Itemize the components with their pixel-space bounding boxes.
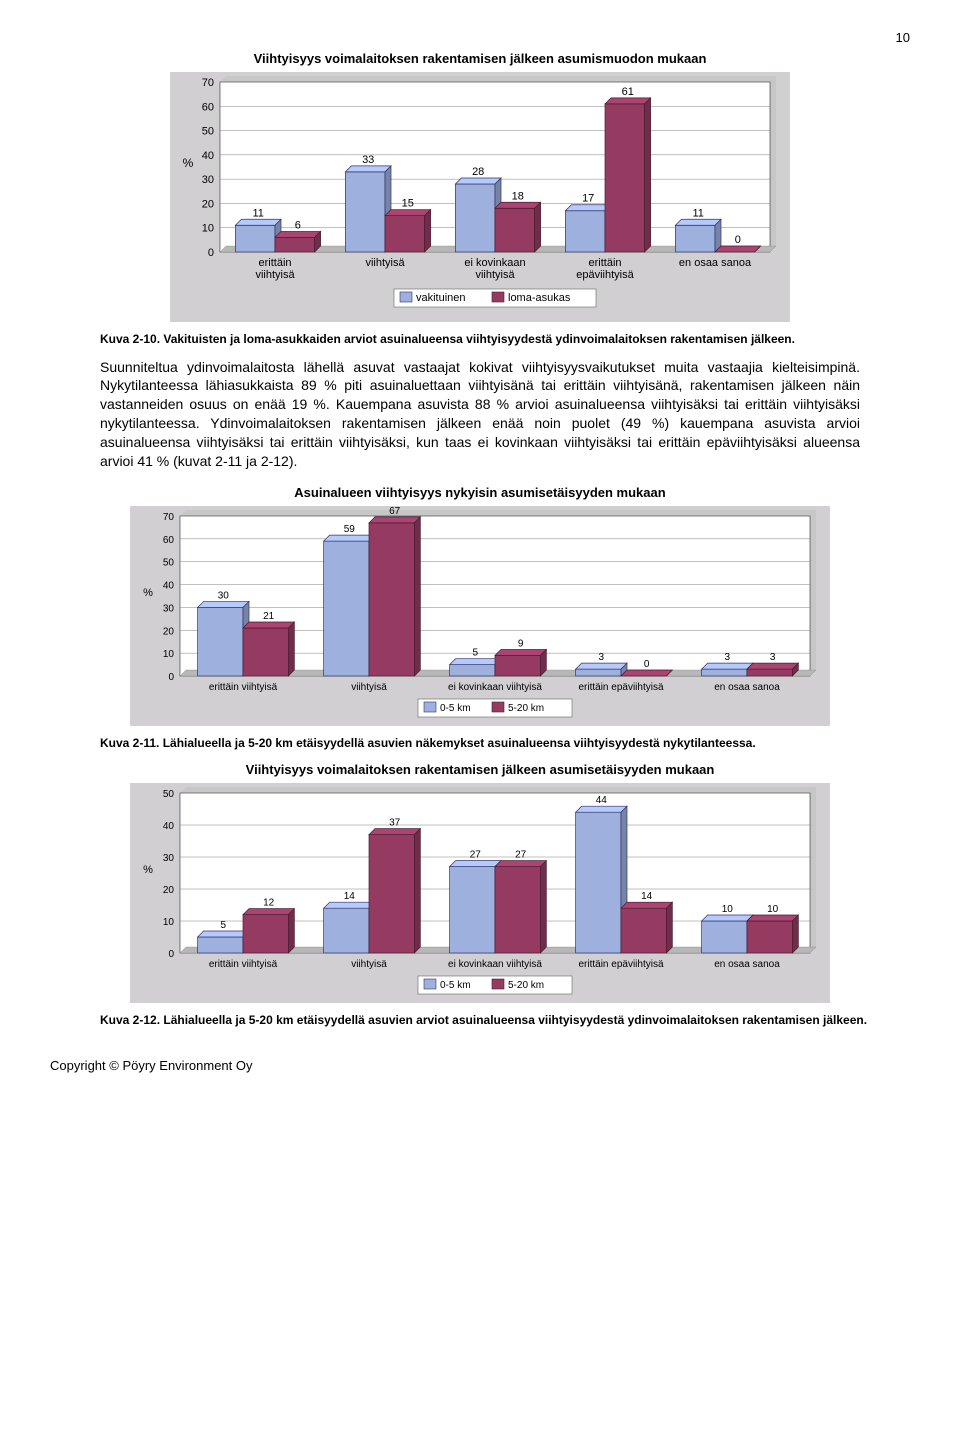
svg-text:11: 11 [692,207,703,219]
svg-text:33: 33 [362,154,374,166]
svg-text:3: 3 [599,652,605,663]
svg-text:ei kovinkaan viihtyisä: ei kovinkaan viihtyisä [448,682,542,693]
svg-text:40: 40 [163,821,175,832]
svg-text:en osaa sanoa: en osaa sanoa [714,682,780,693]
svg-text:5: 5 [473,648,479,659]
svg-text:3: 3 [770,652,776,663]
svg-text:40: 40 [163,581,175,592]
svg-text:50: 50 [163,558,175,569]
svg-text:15: 15 [402,198,414,210]
svg-text:en osaa sanoa: en osaa sanoa [714,959,780,970]
svg-text:erittäin epäviihtyisä: erittäin epäviihtyisä [578,682,663,693]
svg-text:10: 10 [722,904,734,915]
svg-text:18: 18 [512,190,524,202]
svg-text:20: 20 [163,885,175,896]
caption-2: Kuva 2-11. Lähialueella ja 5-20 km etäis… [100,736,910,752]
svg-text:30: 30 [163,603,175,614]
svg-text:0: 0 [168,949,174,960]
svg-text:60: 60 [163,535,175,546]
svg-text:erittäin epäviihtyisä: erittäin epäviihtyisä [578,959,663,970]
caption-3: Kuva 2-12. Lähialueella ja 5-20 km etäis… [100,1013,910,1029]
svg-text:10: 10 [163,649,175,660]
svg-text:59: 59 [344,524,356,535]
caption-1: Kuva 2-10. Vakituisten ja loma-asukkaide… [100,332,910,348]
svg-text:0: 0 [208,247,214,259]
svg-text:ei kovinkaan: ei kovinkaan [464,257,525,269]
svg-text:viihtyisä: viihtyisä [255,269,295,281]
svg-text:37: 37 [389,817,401,828]
chart-title: Asuinalueen viihtyisyys nykyisin asumise… [130,485,830,500]
svg-text:70: 70 [163,512,175,523]
svg-text:50: 50 [163,789,175,800]
body-paragraph: Suunniteltua ydinvoimalaitosta lähellä a… [100,358,860,471]
svg-text:vakituinen: vakituinen [416,292,466,304]
chart-title: Viihtyisyys voimalaitoksen rakentamisen … [130,762,830,777]
svg-text:%: % [143,587,153,599]
svg-text:erittäin: erittäin [588,257,621,269]
svg-text:12: 12 [263,897,275,908]
svg-text:10: 10 [163,917,175,928]
svg-text:viihtyisä: viihtyisä [365,257,405,269]
svg-text:11: 11 [252,207,263,219]
svg-text:27: 27 [515,849,527,860]
svg-text:67: 67 [389,506,401,517]
svg-text:0: 0 [644,659,650,670]
svg-text:28: 28 [472,166,484,178]
svg-text:5-20 km: 5-20 km [508,980,544,991]
svg-text:27: 27 [470,849,482,860]
svg-text:%: % [183,156,194,170]
svg-text:50: 50 [202,126,214,138]
svg-text:70: 70 [202,77,214,89]
svg-text:14: 14 [641,891,653,902]
svg-text:40: 40 [202,150,214,162]
svg-text:60: 60 [202,101,214,113]
svg-text:erittäin viihtyisä: erittäin viihtyisä [209,682,278,693]
svg-text:viihtyisä: viihtyisä [475,269,515,281]
chart-1: Viihtyisyys voimalaitoksen rakentamisen … [170,51,790,322]
svg-text:14: 14 [344,891,356,902]
svg-text:5-20 km: 5-20 km [508,703,544,714]
svg-text:10: 10 [767,904,779,915]
svg-text:9: 9 [518,638,524,649]
svg-text:30: 30 [202,174,214,186]
copyright-footer: Copyright © Pöyry Environment Oy [50,1058,910,1073]
svg-text:0: 0 [735,234,741,246]
svg-text:5: 5 [221,920,227,931]
svg-text:viihtyisä: viihtyisä [351,682,387,693]
svg-text:3: 3 [725,652,731,663]
svg-text:loma-asukas: loma-asukas [508,292,571,304]
svg-text:epäviihtyisä: epäviihtyisä [576,269,634,281]
svg-text:0-5 km: 0-5 km [440,980,471,991]
svg-text:en osaa sanoa: en osaa sanoa [679,257,752,269]
svg-text:44: 44 [596,795,608,806]
page-number: 10 [50,30,910,45]
svg-text:61: 61 [622,86,634,98]
svg-text:21: 21 [263,611,275,622]
svg-text:0-5 km: 0-5 km [440,703,471,714]
svg-text:17: 17 [582,193,594,205]
svg-text:20: 20 [202,198,214,210]
svg-text:30: 30 [218,590,230,601]
svg-text:ei kovinkaan viihtyisä: ei kovinkaan viihtyisä [448,959,542,970]
svg-text:30: 30 [163,853,175,864]
svg-text:erittäin: erittäin [258,257,291,269]
chart-title: Viihtyisyys voimalaitoksen rakentamisen … [170,51,790,66]
svg-text:viihtyisä: viihtyisä [351,959,387,970]
svg-text:0: 0 [168,672,174,683]
svg-text:%: % [143,864,153,876]
chart-2: Asuinalueen viihtyisyys nykyisin asumise… [130,485,830,726]
svg-text:erittäin viihtyisä: erittäin viihtyisä [209,959,278,970]
chart-3: Viihtyisyys voimalaitoksen rakentamisen … [130,762,830,1003]
svg-text:10: 10 [202,223,214,235]
svg-text:6: 6 [295,219,301,231]
svg-text:20: 20 [163,626,175,637]
